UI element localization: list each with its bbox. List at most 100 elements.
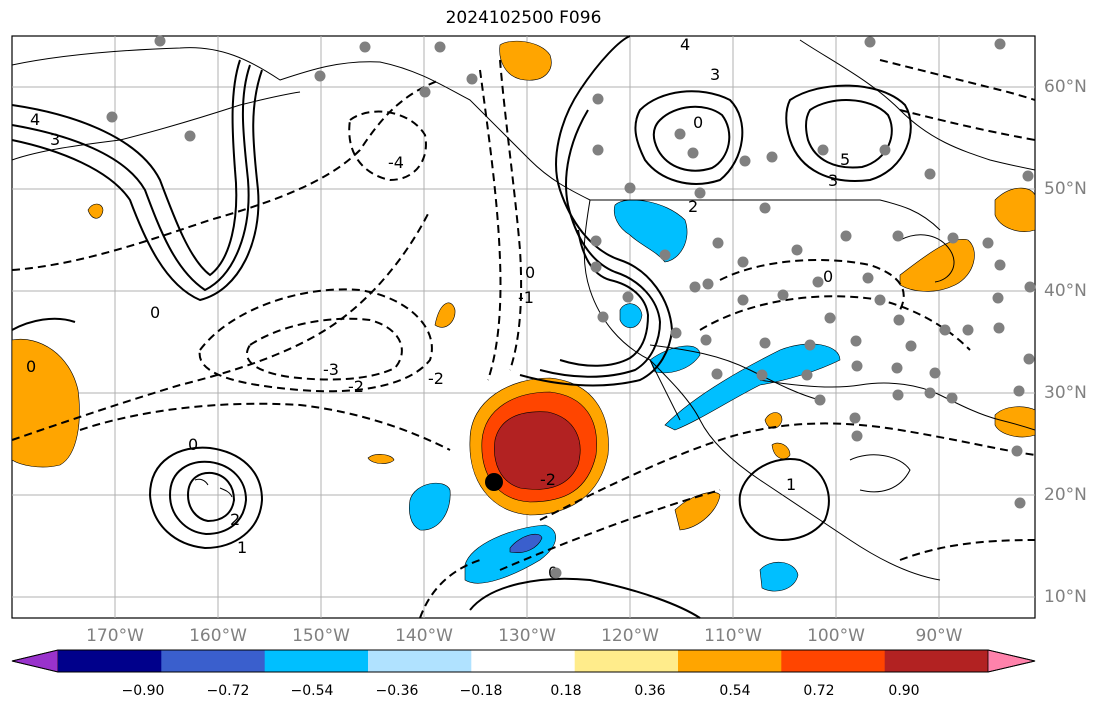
colorbar-segment [368,650,472,672]
yucatan [849,454,911,493]
positive-anomaly-greatlakes [899,239,975,292]
contour-low-canada [634,90,744,185]
lon-label: 130°W [498,626,556,646]
contour-label: 0 [525,263,535,282]
contour-neg-east-pac [499,59,523,371]
contour-low-mexico [738,458,830,541]
contour-label: 5 [840,150,850,169]
alaska-coast [11,47,591,201]
contour-label: 3 [828,171,838,190]
positive-anomaly-small-1 [434,302,456,328]
contour-ridge-coast-2 [539,109,662,378]
hawaii [194,478,233,498]
contours-negative [11,59,1036,619]
colorbar-tick-label: −0.18 [459,683,503,699]
contour-label: 0 [150,303,160,322]
colorbar-segments [11,649,1036,673]
positive-anomaly-small-2 [87,203,104,219]
contour-label: 2 [688,197,698,216]
colorbar-segment [884,650,989,672]
contour-trough-west [11,59,241,277]
aleutian-chain [11,91,301,161]
lat-label: 60°N [1044,77,1087,97]
positive-anomaly-west [11,338,80,468]
lat-label: 40°N [1044,281,1087,301]
colorbar-tick-label: 0.90 [888,683,920,699]
negative-anomaly-mexico-band [664,343,841,431]
colorbar-tick-label: −0.72 [206,683,250,699]
colorbar-tick-label: −0.36 [375,683,419,699]
lon-label: 140°W [395,626,453,646]
map-frame [11,35,1036,619]
contour-neg-ne-2 [899,109,1036,141]
contour-label: 3 [50,130,60,149]
negative-anomaly-pacific-se [759,562,799,592]
baja [649,359,681,421]
contour-neg-central-2 [245,317,403,381]
lon-label: 160°W [189,626,247,646]
contour-label: 2 [230,510,240,529]
lon-label: 110°W [704,626,762,646]
contour-label: 1 [237,538,247,557]
contour-label: -3 [323,360,339,379]
contour-neg-subtropic [79,402,451,451]
shaded-fields [11,40,1036,592]
positive-anomaly-mexico [674,491,721,531]
colorbar-segment [574,650,679,672]
contour-low-hudson [785,84,912,182]
contour-neg-east-pac-2 [479,69,502,381]
contour-label: 0 [693,113,703,132]
colorbar-tick-label: 0.54 [719,683,751,699]
lon-label: 150°W [292,626,350,646]
lat-label: 10°N [1044,587,1087,607]
contour-label: 4 [680,35,690,54]
colorbar-tick-label: −0.90 [121,683,165,699]
contour-label: 0 [188,435,198,454]
contour-label: 0 [26,357,36,376]
contour-ridge-coast [519,35,674,387]
contour-neg-plains [719,259,905,311]
contour-neg-gulf [348,110,427,182]
positive-anomaly-northeast [994,187,1036,232]
contour-south-pacific [469,577,701,619]
colorbar [11,649,1036,673]
contour-low-canada-2 [652,105,731,172]
us-mexico-border [649,344,821,401]
storm-center-marker [485,473,503,491]
colorbar-extend-high [987,649,1036,673]
colorbar-tick-label: 0.36 [634,683,666,699]
colorbar-outline [11,649,1036,673]
lon-label: 170°W [86,626,144,646]
negative-anomaly-baja [649,345,701,374]
contour-low-hawaii-2 [168,460,248,536]
lon-label: 100°W [807,626,865,646]
colorbar-segment [58,650,162,672]
canada-border [590,199,941,231]
colorbar-segment [264,650,369,672]
contour-low-hawaii-3 [186,471,236,523]
contour-trough-west-3 [11,69,263,302]
positive-anomaly-east [994,406,1036,438]
contour-label: -1 [518,288,534,307]
colorbar-segment [678,650,782,672]
contour-neg-central [198,288,433,393]
colorbar-extend-low [11,649,59,673]
contours-positive [11,35,912,619]
negative-anomaly-south [464,524,556,584]
negative-anomaly-hawaii-east [409,482,451,531]
colorbar-segment [161,650,266,672]
contour-trough-west-2 [11,64,251,292]
contour-label: -2 [428,369,444,388]
lat-label: 50°N [1044,179,1087,199]
positive-anomaly-small-3 [367,454,395,464]
contour-low-hawaii [148,446,264,550]
contour-low-hudson-2 [804,99,893,169]
station-markers [106,35,1036,579]
contour-neg-wide [11,79,441,271]
positive-anomaly-peak [494,411,581,490]
positive-anomaly-small-4 [764,412,783,429]
lat-label: 30°N [1044,383,1087,403]
contour-label: 1 [786,475,796,494]
contour-neg-trough-b [539,422,1036,521]
